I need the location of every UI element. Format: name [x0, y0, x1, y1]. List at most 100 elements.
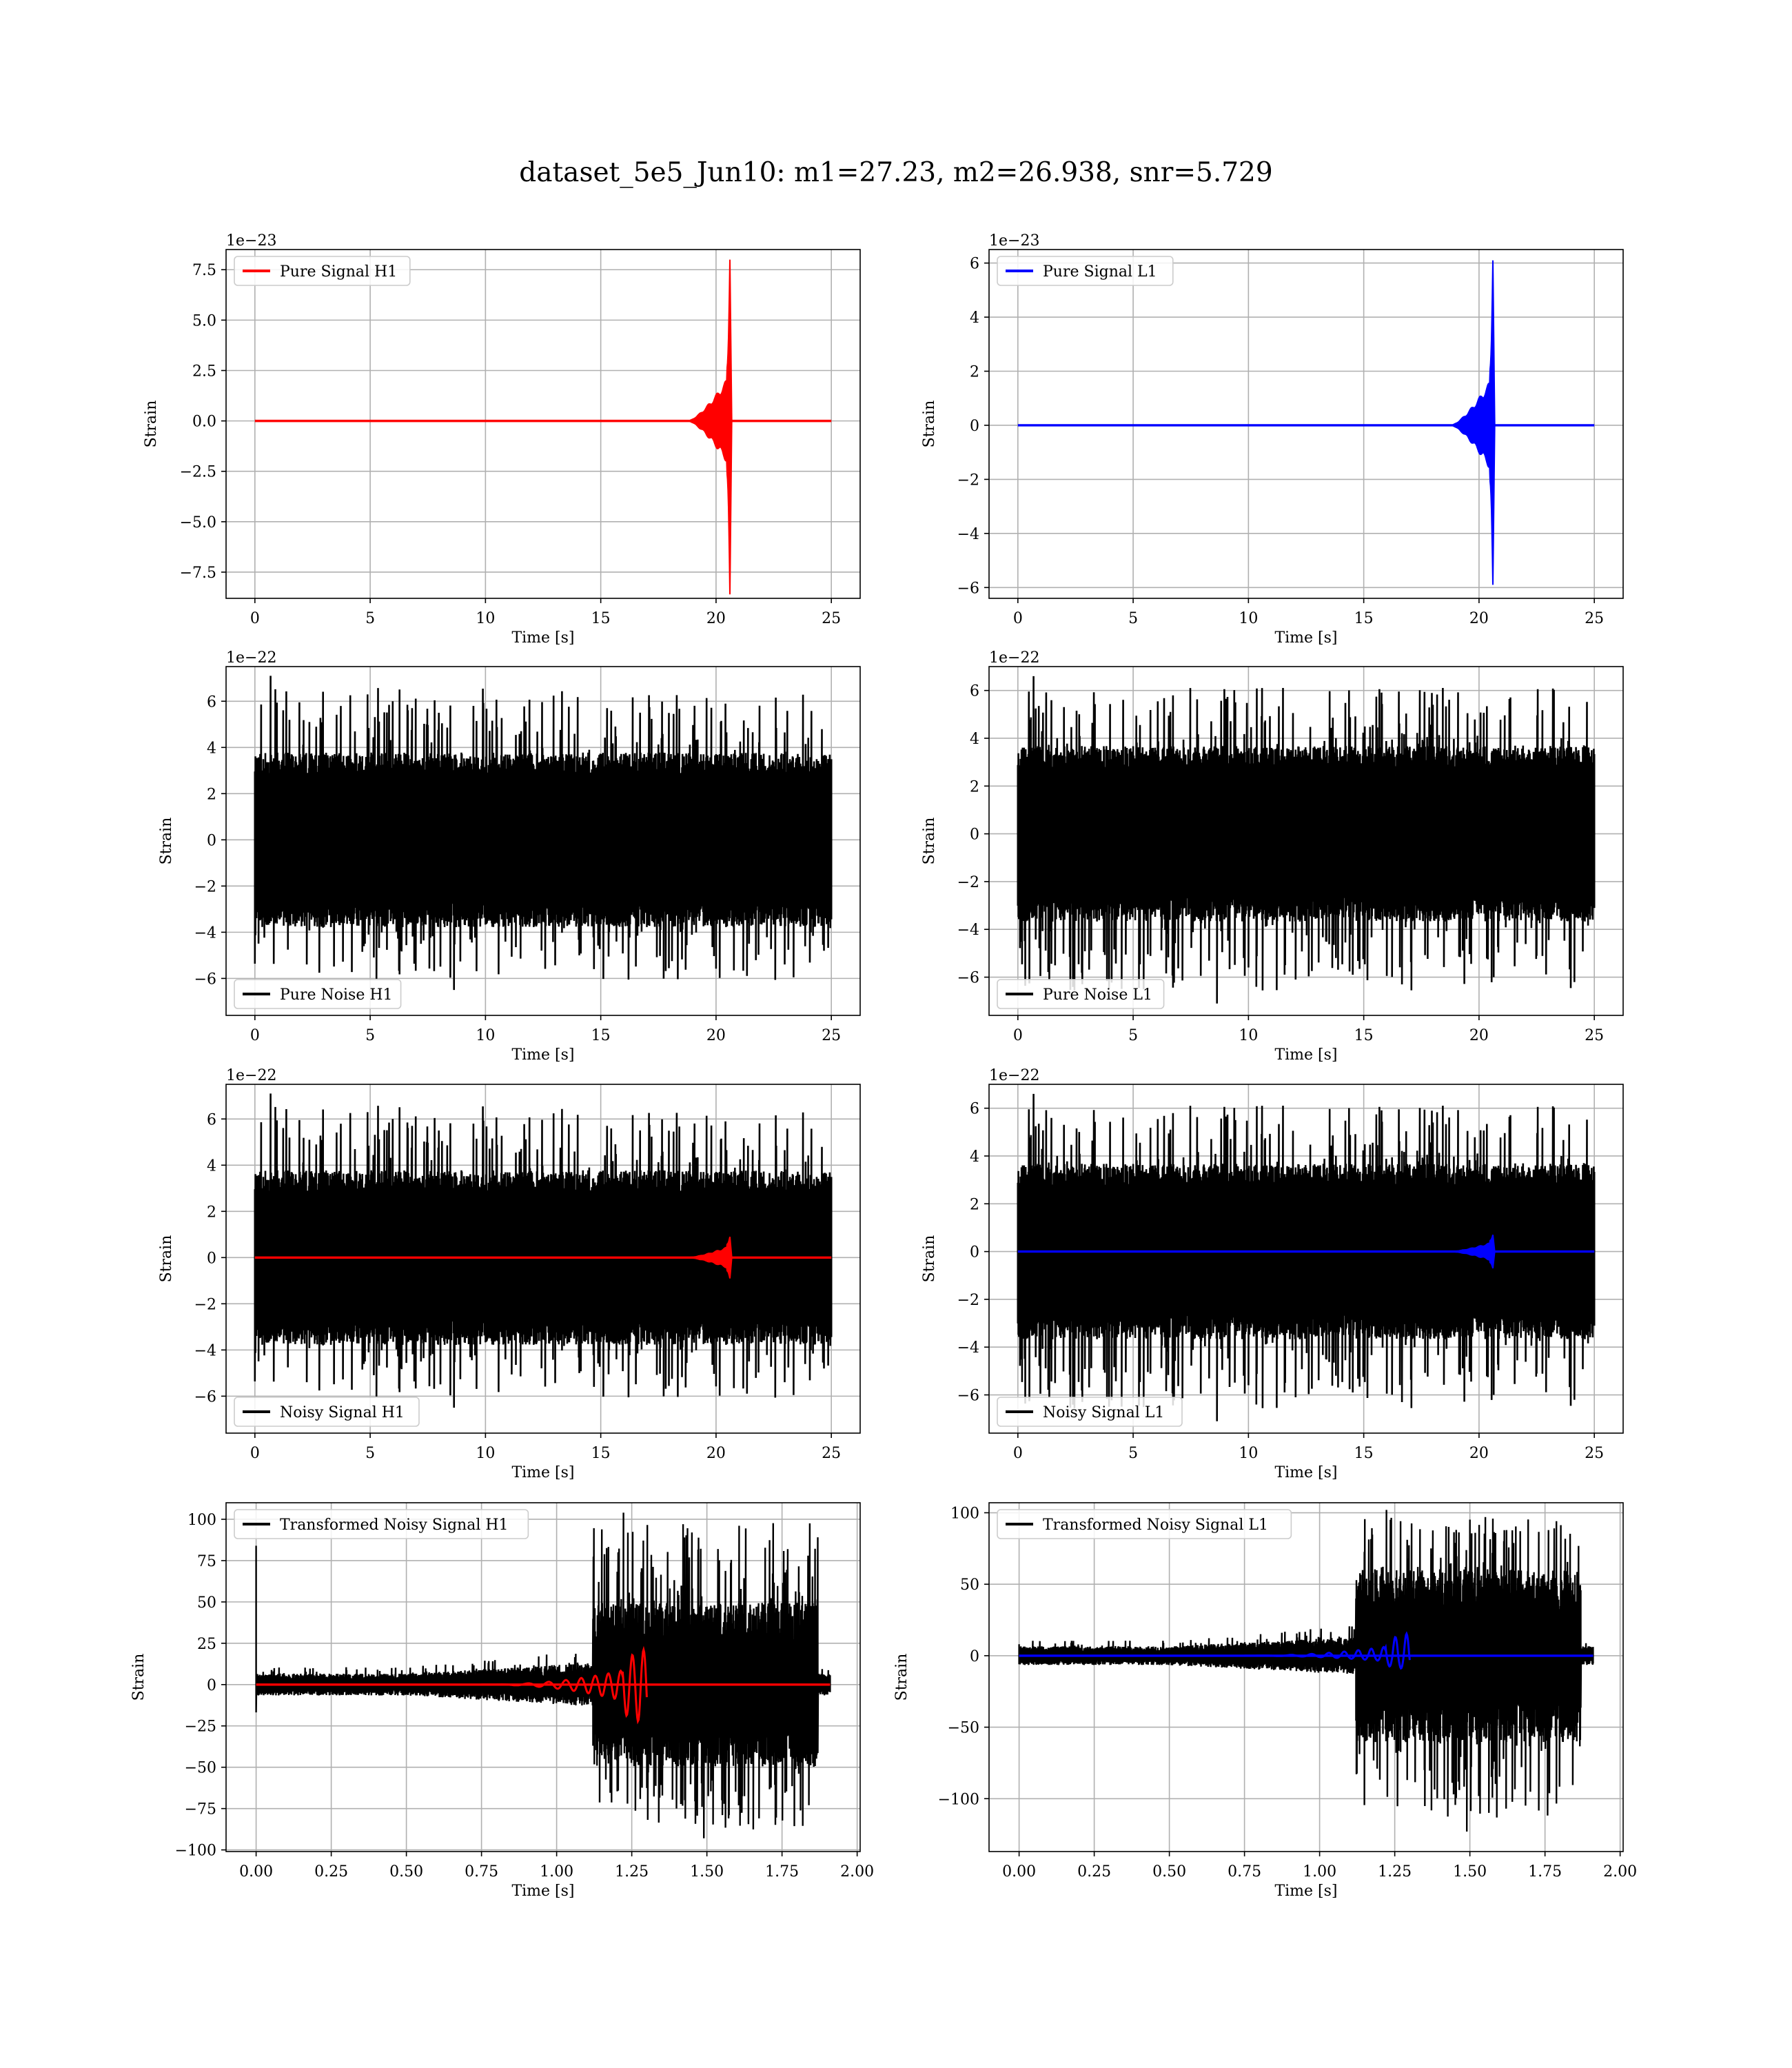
- y-tick-label: 2: [970, 364, 979, 381]
- axis-offset-text: 1e−23: [989, 232, 1039, 250]
- legend-box: [997, 1397, 1183, 1427]
- y-axis-label: Strain: [143, 401, 160, 448]
- legend-box: [997, 979, 1165, 1009]
- x-tick-label: 20: [706, 610, 726, 627]
- legend-label: Transformed Noisy Signal H1: [280, 1517, 509, 1534]
- y-tick-label: −5.0: [180, 514, 216, 531]
- x-axis-label: Time [s]: [1274, 1883, 1337, 1900]
- x-tick-label: 15: [1354, 610, 1374, 627]
- x-tick-label: 0.75: [465, 1863, 498, 1881]
- legend-label: Transformed Noisy Signal L1: [1043, 1517, 1268, 1534]
- y-tick-label: 2: [207, 786, 216, 803]
- y-tick-label: −50: [948, 1720, 979, 1737]
- x-tick-label: 0: [1013, 610, 1023, 627]
- x-tick-label: 0: [250, 610, 260, 627]
- x-tick-label: 1.25: [1378, 1863, 1412, 1881]
- x-tick-label: 20: [1469, 1027, 1489, 1044]
- y-axis-label: Strain: [893, 1654, 910, 1701]
- x-tick-label: 10: [476, 1027, 495, 1044]
- y-tick-label: 4: [970, 1148, 979, 1166]
- y-tick-label: 5.0: [192, 312, 216, 330]
- y-tick-label: −2.5: [180, 464, 216, 481]
- y-tick-label: −4: [194, 924, 216, 942]
- legend-label: Pure Signal H1: [280, 263, 397, 281]
- y-axis-label: Strain: [130, 1654, 147, 1701]
- y-tick-label: −2: [194, 878, 216, 895]
- x-tick-label: 0.00: [1002, 1863, 1036, 1881]
- y-tick-label: −6: [957, 970, 979, 987]
- series-chirp: [1244, 1631, 1411, 1670]
- x-axis-label: Time [s]: [1274, 1046, 1337, 1064]
- axes-frame: [225, 1502, 861, 1852]
- x-tick-label: 20: [706, 1027, 726, 1044]
- axes-frame: [225, 666, 861, 1016]
- y-tick-label: −2: [957, 874, 979, 891]
- x-tick-label: 0: [1013, 1445, 1023, 1462]
- x-axis-label: Time [s]: [1274, 629, 1337, 647]
- x-tick-label: 10: [476, 610, 495, 627]
- y-tick-label: 0: [970, 827, 979, 844]
- y-axis-label: Strain: [158, 818, 175, 865]
- legend-box: [234, 256, 411, 286]
- x-tick-label: 0.25: [314, 1863, 348, 1881]
- series-line-noise: [254, 1093, 833, 1408]
- x-tick-label: 20: [706, 1445, 726, 1462]
- series-line-noise: [254, 676, 833, 991]
- y-tick-label: −100: [175, 1843, 216, 1860]
- y-tick-label: −4: [957, 1339, 979, 1357]
- x-axis-label: Time [s]: [1274, 1464, 1337, 1481]
- series-line-transformed: [255, 1512, 831, 1838]
- x-tick-label: 1.75: [765, 1863, 799, 1881]
- y-tick-label: 6: [970, 256, 979, 273]
- y-axis-label: Strain: [921, 818, 938, 865]
- x-tick-label: 0: [250, 1445, 260, 1462]
- y-tick-label: 0.0: [192, 414, 216, 431]
- y-tick-label: −4: [957, 526, 979, 543]
- y-tick-label: 6: [207, 693, 216, 711]
- subplot-transformed-noisy-signal-l1: 0.00 0.25 0.50 0.75 1.00 1.25 1.50 1.75 2.00 100 5…: [893, 1502, 1637, 1900]
- x-tick-label: 20: [1469, 1445, 1489, 1462]
- x-axis-label: Time [s]: [511, 629, 574, 647]
- legend: Pure Signal L1: [997, 256, 1174, 286]
- x-tick-label: 1.75: [1528, 1863, 1562, 1881]
- y-axis-label: Strain: [921, 401, 938, 448]
- y-tick-label: −2: [194, 1296, 216, 1313]
- x-tick-label: 0.50: [389, 1863, 423, 1881]
- x-tick-label: 25: [1585, 610, 1604, 627]
- y-tick-label: 25: [197, 1636, 216, 1653]
- y-tick-label: −2: [957, 472, 979, 489]
- x-tick-label: 10: [1239, 610, 1258, 627]
- y-tick-label: 50: [960, 1577, 979, 1594]
- legend-box: [997, 1509, 1292, 1539]
- x-tick-label: 0.50: [1152, 1863, 1186, 1881]
- x-tick-label: 10: [1239, 1445, 1258, 1462]
- subplot-transformed-noisy-signal-h1: 0.00 0.25 0.50 0.75 1.00 1.25 1.50 1.75 2.00 100 7…: [130, 1502, 874, 1900]
- y-tick-label: 4: [970, 310, 979, 327]
- x-tick-label: 15: [1354, 1027, 1374, 1044]
- y-tick-label: 4: [970, 731, 979, 748]
- x-tick-label: 2.00: [1603, 1863, 1637, 1881]
- axes-frame: [225, 249, 861, 599]
- x-tick-label: 0: [250, 1027, 260, 1044]
- y-tick-label: −4: [957, 922, 979, 939]
- y-tick-label: 2: [970, 1196, 979, 1213]
- x-tick-label: 10: [476, 1445, 495, 1462]
- x-tick-label: 1.50: [1453, 1863, 1487, 1881]
- x-tick-label: 15: [591, 610, 611, 627]
- x-tick-label: 25: [822, 1027, 841, 1044]
- y-tick-label: −75: [185, 1801, 216, 1818]
- legend-box: [234, 1397, 420, 1427]
- y-tick-label: 0: [207, 832, 216, 849]
- legend: Noisy Signal L1: [997, 1397, 1183, 1427]
- y-tick-label: −2: [957, 1292, 979, 1309]
- y-tick-label: 2.5: [192, 363, 216, 380]
- y-tick-label: 75: [197, 1553, 216, 1570]
- axes-frame: [988, 1502, 1624, 1852]
- x-tick-label: 0.75: [1228, 1863, 1261, 1881]
- x-tick-label: 10: [1239, 1027, 1258, 1044]
- legend: Pure Noise L1: [997, 979, 1165, 1009]
- axis-offset-text: 1e−22: [989, 649, 1039, 667]
